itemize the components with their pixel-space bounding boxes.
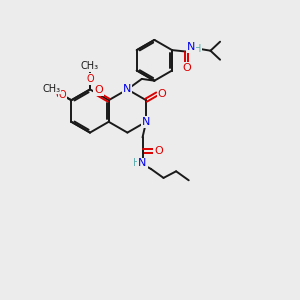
Text: O: O bbox=[85, 74, 94, 85]
Text: N: N bbox=[123, 84, 132, 94]
Text: N: N bbox=[187, 42, 196, 52]
Text: O: O bbox=[94, 85, 103, 95]
Text: O: O bbox=[182, 63, 191, 73]
Text: O: O bbox=[86, 74, 94, 84]
Text: N: N bbox=[138, 158, 147, 169]
Text: N: N bbox=[142, 117, 150, 127]
Text: H: H bbox=[194, 44, 202, 54]
Text: CH₃: CH₃ bbox=[42, 84, 60, 94]
Text: CH₃: CH₃ bbox=[81, 61, 99, 71]
Text: O: O bbox=[58, 90, 66, 100]
Text: O: O bbox=[154, 146, 163, 156]
Text: O: O bbox=[158, 89, 166, 99]
Text: H: H bbox=[133, 158, 140, 168]
Text: O: O bbox=[55, 90, 64, 100]
